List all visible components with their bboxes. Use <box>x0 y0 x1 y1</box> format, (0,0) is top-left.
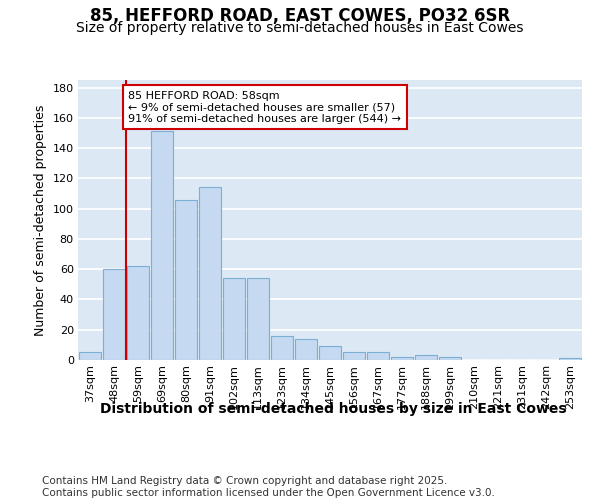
Bar <box>367 352 389 360</box>
Bar <box>103 269 125 360</box>
Bar <box>391 357 413 360</box>
Bar <box>175 200 197 360</box>
Text: Size of property relative to semi-detached houses in East Cowes: Size of property relative to semi-detach… <box>76 21 524 35</box>
Bar <box>151 132 173 360</box>
Bar <box>199 188 221 360</box>
Bar <box>319 346 341 360</box>
Bar <box>247 278 269 360</box>
Bar <box>343 352 365 360</box>
Text: 85, HEFFORD ROAD, EAST COWES, PO32 6SR: 85, HEFFORD ROAD, EAST COWES, PO32 6SR <box>90 8 510 26</box>
Bar <box>223 278 245 360</box>
Bar <box>127 266 149 360</box>
Text: 85 HEFFORD ROAD: 58sqm
← 9% of semi-detached houses are smaller (57)
91% of semi: 85 HEFFORD ROAD: 58sqm ← 9% of semi-deta… <box>128 90 401 124</box>
Bar <box>559 358 581 360</box>
Bar <box>271 336 293 360</box>
Bar <box>295 339 317 360</box>
Bar <box>415 356 437 360</box>
Text: Contains HM Land Registry data © Crown copyright and database right 2025.
Contai: Contains HM Land Registry data © Crown c… <box>42 476 495 498</box>
Bar <box>439 357 461 360</box>
Text: Distribution of semi-detached houses by size in East Cowes: Distribution of semi-detached houses by … <box>100 402 566 416</box>
Bar <box>79 352 101 360</box>
Y-axis label: Number of semi-detached properties: Number of semi-detached properties <box>34 104 47 336</box>
